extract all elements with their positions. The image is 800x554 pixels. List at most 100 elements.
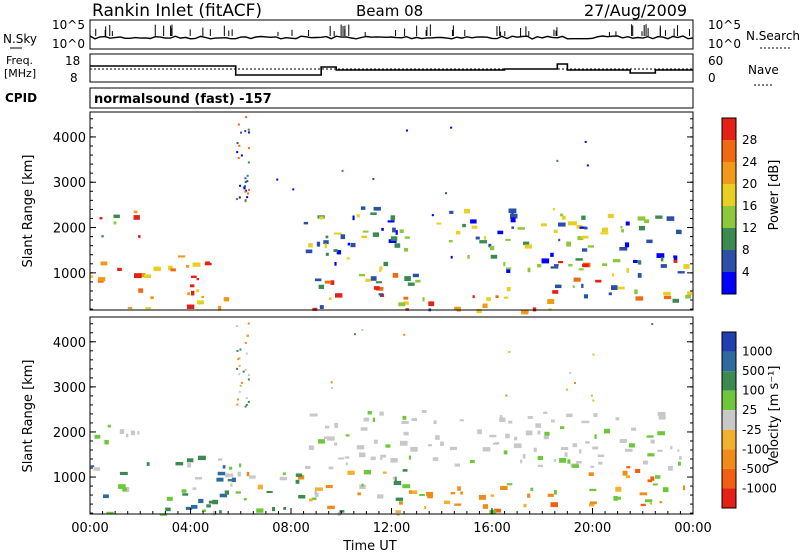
echo-cell (635, 296, 644, 301)
echo-cell (619, 247, 628, 251)
echo-cell (373, 439, 378, 444)
echo-cell (230, 483, 233, 487)
echo-cell (256, 508, 264, 513)
echo-cell (245, 397, 248, 400)
colorbar-tick: -25 (742, 423, 762, 437)
echo-cell (401, 421, 409, 424)
echo-cell (335, 293, 343, 298)
echo-cell (410, 446, 418, 452)
echo-cell (624, 242, 630, 248)
station-title: Rankin Inlet (fitACF) (92, 1, 262, 21)
echo-cell (482, 504, 489, 509)
echo-cell (405, 129, 408, 132)
echo-cell (558, 238, 561, 242)
echo-cell (590, 465, 595, 468)
echo-cell (527, 267, 531, 273)
echo-cell (402, 484, 411, 489)
echo-cell (593, 413, 598, 417)
echo-cell (651, 323, 654, 326)
echo-cell (238, 196, 241, 199)
echo-cell (503, 261, 506, 267)
echo-cell (537, 455, 543, 460)
echo-cell (347, 242, 350, 246)
echo-cell (663, 295, 672, 300)
echo-cell (607, 213, 614, 219)
echo-cell (454, 463, 460, 467)
echo-cell (617, 286, 625, 290)
echo-cell (508, 420, 513, 424)
echo-cell (331, 387, 334, 390)
echo-cell (402, 415, 407, 420)
echo-cell (588, 472, 594, 476)
echo-cell (346, 257, 350, 260)
echo-cell (170, 268, 176, 272)
noise-tick-bottom-left: 10^0 (52, 37, 85, 51)
colorbar-swatch (722, 228, 736, 250)
echo-cell (532, 307, 537, 312)
echo-cell (244, 177, 247, 180)
echo-cell (308, 243, 313, 248)
echo-cell (237, 123, 240, 126)
echo-cell (537, 464, 543, 467)
echo-cell (247, 161, 250, 164)
echo-cell (403, 301, 409, 305)
colorbar-frame (721, 331, 737, 509)
echo-cell (677, 271, 685, 274)
echo-cell (367, 410, 372, 415)
echo-cell (514, 436, 518, 441)
power-ylabel: Slant Range [km] (21, 155, 36, 268)
echo-cell (488, 243, 492, 248)
echo-cell (190, 275, 197, 278)
echo-cell (325, 235, 329, 239)
echo-cell (666, 216, 675, 221)
echo-cell (247, 131, 250, 134)
cpid-label: CPID (5, 91, 37, 105)
echo-cell (244, 405, 247, 408)
echo-cell (660, 257, 664, 262)
echo-cell (117, 267, 122, 271)
echo-cell (517, 227, 525, 230)
echo-cell (377, 494, 384, 499)
echo-cell (235, 491, 241, 494)
echo-cell (634, 289, 638, 295)
x-tick-label: 04:00 (172, 521, 209, 536)
echo-cell (598, 461, 603, 465)
echo-cell (212, 511, 216, 516)
echo-cell (372, 232, 379, 237)
echo-cell (198, 455, 206, 461)
echo-cell (639, 492, 648, 496)
echo-cell (327, 436, 335, 441)
echo-cell (247, 322, 250, 325)
echo-cell (150, 296, 154, 299)
x-tick-label: 00:00 (71, 521, 108, 536)
echo-cell (334, 422, 339, 428)
echo-cell (615, 417, 620, 421)
echo-cell (312, 307, 318, 311)
echo-cell (216, 477, 224, 482)
power-frame (89, 111, 694, 311)
echo-cell (570, 221, 577, 226)
echo-cell (392, 476, 396, 480)
echo-cell (138, 235, 141, 238)
echo-cell (431, 214, 434, 217)
echo-cell (592, 446, 599, 450)
echo-cell (521, 309, 529, 315)
echo-cell (201, 509, 206, 512)
echo-cell (236, 349, 239, 352)
echo-cell (552, 208, 556, 211)
echo-cell (581, 283, 584, 288)
colorbar-tick: 24 (742, 155, 757, 169)
echo-cell (246, 180, 249, 183)
echo-cell (314, 278, 322, 282)
echo-cell (373, 206, 381, 211)
echo-cell (363, 469, 371, 475)
echo-cell (615, 486, 622, 492)
echo-cell (649, 502, 652, 505)
echo-cell (323, 240, 329, 245)
echo-cell (628, 443, 635, 448)
echo-cell (107, 424, 111, 428)
echo-cell (499, 415, 503, 420)
x-tick-label: 20:00 (574, 521, 611, 536)
echo-cell (560, 426, 565, 429)
echo-cell (381, 227, 384, 231)
